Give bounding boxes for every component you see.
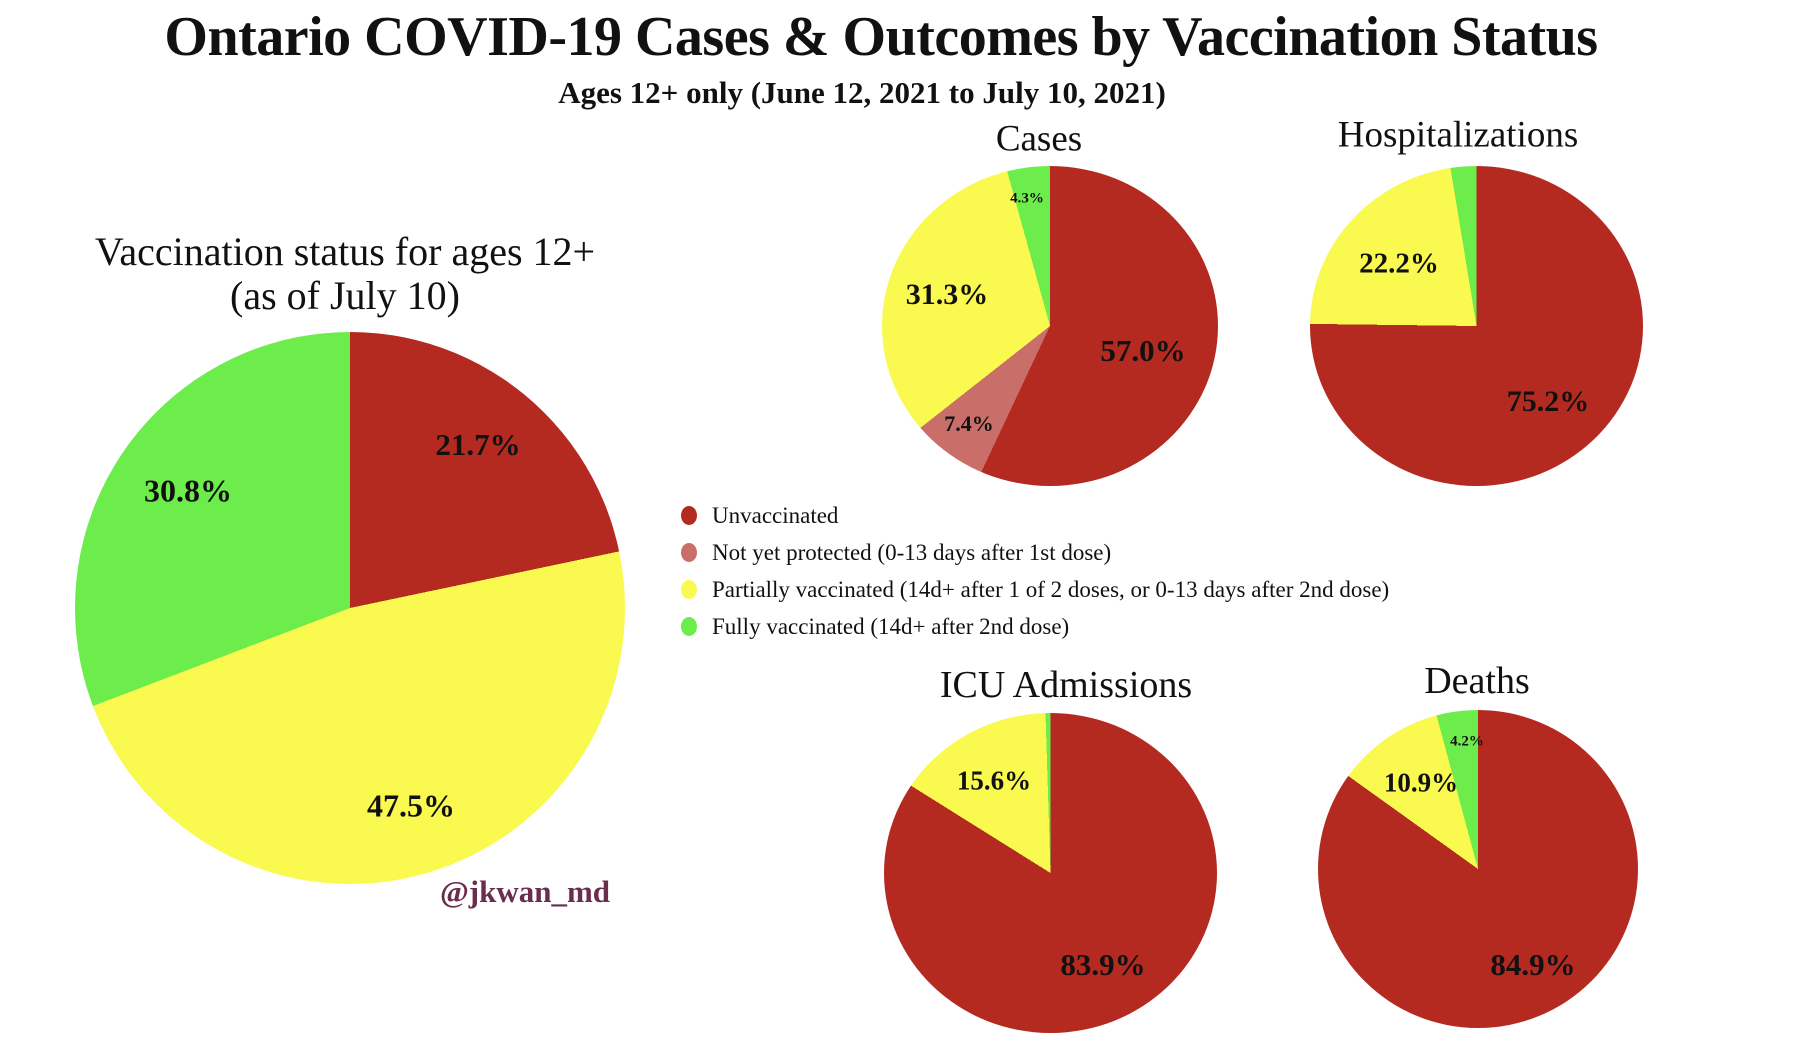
pie-slice-label-status-full: 30.8% — [144, 472, 232, 509]
pie-icu-admissions — [884, 713, 1217, 1033]
pie-slice-label-deaths-unvaccinated: 84.9% — [1490, 947, 1576, 982]
chart-title-cases: Cases — [995, 118, 1083, 160]
pie-cases — [882, 166, 1218, 486]
attribution-handle: @jkwan_md — [439, 873, 611, 909]
pie-slice-label-deaths-full: 4.2% — [1450, 733, 1484, 750]
legend-dot-partially-vaccinated — [681, 580, 697, 599]
legend-dot-not-yet-protected — [681, 543, 697, 562]
legend-label-fully-vaccinated: Fully vaccinated (14d+ after 2nd dose) — [712, 613, 1070, 639]
chart-title-icu-admissions: ICU Admissions — [939, 664, 1193, 707]
legend-item-fully-vaccinated: Fully vaccinated (14d+ after 2nd dose) — [681, 608, 1389, 645]
chart-title-vaccination-status-line2: (as of July 10) — [230, 273, 460, 318]
pie-slice-label-status-partial: 47.5% — [367, 787, 455, 824]
pie-deaths — [1318, 710, 1638, 1028]
pie-slice-label-cases-partial: 31.3% — [905, 278, 989, 311]
pie-slice-label-icu-unvaccinated: 83.9% — [1060, 947, 1146, 982]
legend-label-partially-vaccinated: Partially vaccinated (14d+ after 1 of 2 … — [712, 576, 1390, 602]
pie-vaccination-status — [75, 332, 625, 884]
legend-item-not-yet-protected: Not yet protected (0-13 days after 1st d… — [681, 534, 1389, 571]
pie-slice-label-deaths-partial: 10.9% — [1383, 767, 1459, 798]
legend-label-not-yet-protected: Not yet protected (0-13 days after 1st d… — [712, 539, 1112, 565]
legend-dot-unvaccinated — [681, 506, 697, 525]
chart-title-deaths: Deaths — [1424, 660, 1530, 703]
page-title: Ontario COVID-19 Cases & Outcomes by Vac… — [164, 6, 1598, 69]
chart-title-hospitalizations: Hospitalizations — [1337, 114, 1579, 156]
legend-label-unvaccinated: Unvaccinated — [712, 502, 839, 528]
pie-slice-label-cases-full: 4.3% — [1010, 190, 1044, 207]
pie-slice-label-hosp-partial: 22.2% — [1359, 247, 1439, 280]
pie-hospitalizations — [1310, 166, 1643, 486]
pie-slice-label-cases-unvaccinated: 57.0% — [1100, 333, 1186, 368]
pie-slice-label-cases-notyet: 7.4% — [944, 411, 994, 436]
legend-dot-fully-vaccinated — [681, 617, 697, 636]
page-subtitle: Ages 12+ only (June 12, 2021 to July 10,… — [558, 74, 1166, 110]
legend-item-unvaccinated: Unvaccinated — [681, 497, 1389, 534]
legend-item-partially-vaccinated: Partially vaccinated (14d+ after 1 of 2 … — [681, 571, 1389, 608]
chart-title-vaccination-status-line1: Vaccination status for ages 12+ — [94, 229, 596, 274]
pie-slice-label-icu-partial: 15.6% — [956, 765, 1032, 796]
pie-slice-label-hosp-unvaccinated: 75.2% — [1506, 385, 1590, 418]
legend: Unvaccinated Not yet protected (0-13 day… — [681, 497, 1389, 645]
pie-slice-label-status-unvaccinated: 21.7% — [435, 427, 521, 462]
